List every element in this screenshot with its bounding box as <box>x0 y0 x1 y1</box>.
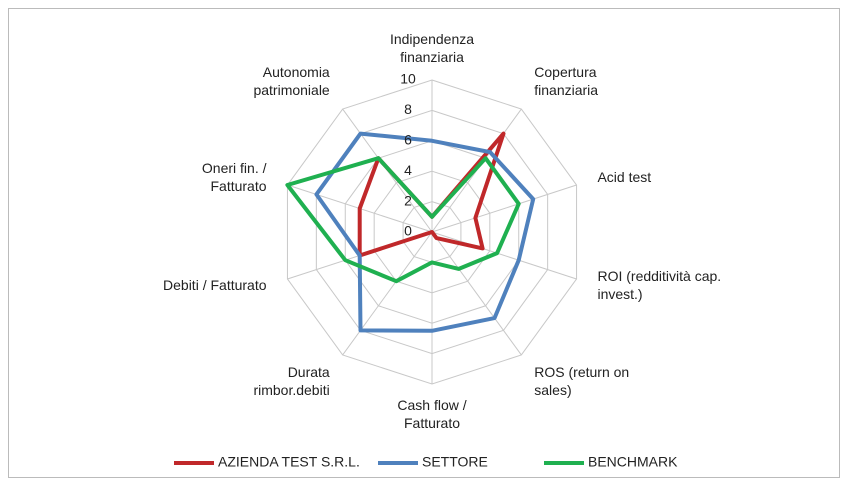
legend-label: SETTORE <box>422 454 488 470</box>
category-label: ROI (redditività cap. invest.) <box>597 267 721 301</box>
category-label: Copertura finanziaria <box>534 64 598 98</box>
radial-tick-label: 2 <box>404 192 412 208</box>
legend-label: AZIENDA TEST S.R.L. <box>218 454 360 470</box>
category-label: Durata rimbor.debiti <box>253 363 329 397</box>
series-line <box>357 131 506 258</box>
spoke <box>431 184 577 233</box>
category-label: Debiti / Fatturato <box>163 276 267 292</box>
radial-tick-label: 4 <box>404 162 412 178</box>
spoke <box>431 231 522 356</box>
category-label: Indipendenza finanziaria <box>390 31 474 65</box>
radial-tick-label: 6 <box>404 132 412 148</box>
radial-tick-label: 10 <box>400 71 416 87</box>
radial-tick-label: 8 <box>404 101 412 117</box>
spoke <box>342 231 433 356</box>
radial-tick-label: 0 <box>404 223 412 239</box>
category-label: Oneri fin. / Fatturato <box>202 160 267 194</box>
category-label: Autonomia patrimoniale <box>253 64 329 98</box>
category-label: Cash flow / Fatturato <box>397 397 466 431</box>
spoke <box>431 231 577 280</box>
category-label: ROS (return on sales) <box>534 363 629 397</box>
legend-label: BENCHMARK <box>588 454 678 470</box>
series-line <box>285 156 521 284</box>
category-label: Acid test <box>597 169 651 185</box>
